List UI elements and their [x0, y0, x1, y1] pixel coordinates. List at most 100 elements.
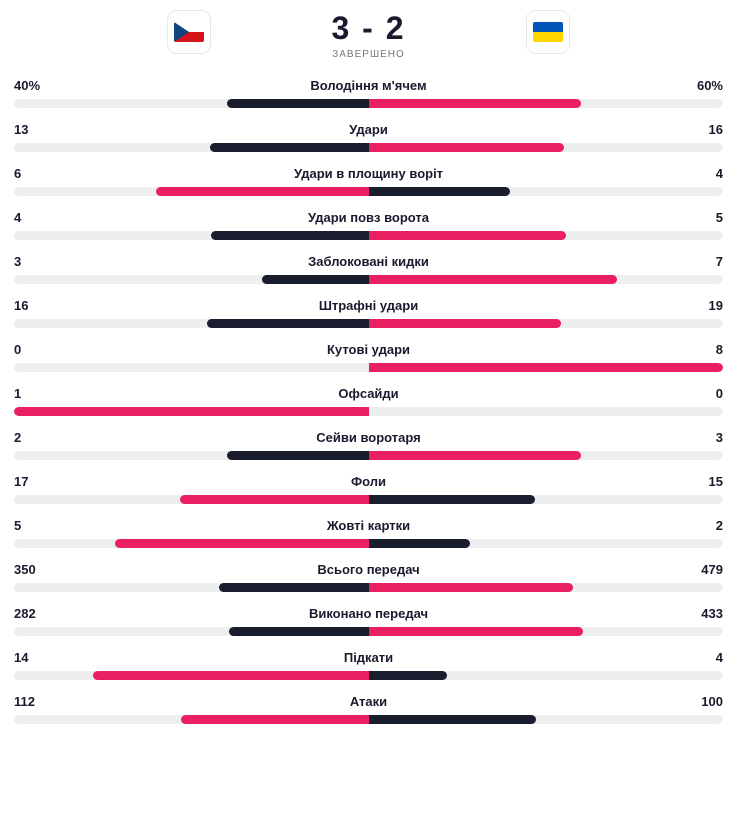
stat-values: 6 Удари в площину воріт 4	[14, 166, 723, 181]
stat-away-value: 4	[663, 650, 723, 665]
stat-away-value: 2	[663, 518, 723, 533]
stat-bar-home	[262, 275, 368, 284]
stat-home-value: 17	[14, 474, 74, 489]
stat-bar-track	[14, 407, 723, 416]
stat-bar-away	[369, 231, 566, 240]
stat-values: 0 Кутові удари 8	[14, 342, 723, 357]
stat-bar-home	[180, 495, 368, 504]
stat-away-value: 100	[663, 694, 723, 709]
home-flag-box	[167, 10, 211, 54]
stat-away-value: 4	[663, 166, 723, 181]
stat-label: Заблоковані кидки	[74, 254, 663, 269]
stat-away-value: 3	[663, 430, 723, 445]
stat-values: 3 Заблоковані кидки 7	[14, 254, 723, 269]
stat-away-value: 16	[663, 122, 723, 137]
stat-bar-away	[369, 715, 536, 724]
stat-bar-track	[14, 715, 723, 724]
stat-values: 350 Всього передач 479	[14, 562, 723, 577]
stat-row: 5 Жовті картки 2	[14, 518, 723, 548]
stat-values: 1 Офсайди 0	[14, 386, 723, 401]
stat-label: Сейви воротаря	[74, 430, 663, 445]
score: 3 - 2	[331, 10, 405, 47]
stat-bar-track	[14, 187, 723, 196]
stat-label: Атаки	[74, 694, 663, 709]
stat-bar-home	[14, 407, 369, 416]
stats-list: 40% Володіння м'ячем 60% 13 Удари 16	[14, 78, 723, 724]
stat-values: 282 Виконано передач 433	[14, 606, 723, 621]
stat-home-value: 2	[14, 430, 74, 445]
stat-bar-track	[14, 319, 723, 328]
stat-bar-away	[369, 451, 582, 460]
stat-bar-track	[14, 231, 723, 240]
stat-bar-track	[14, 275, 723, 284]
stat-home-value: 3	[14, 254, 74, 269]
stat-bar-home	[210, 143, 369, 152]
match-header: 3 - 2 ЗАВЕРШЕНО	[14, 10, 723, 60]
stat-row: 6 Удари в площину воріт 4	[14, 166, 723, 196]
stat-values: 40% Володіння м'ячем 60%	[14, 78, 723, 93]
stat-row: 112 Атаки 100	[14, 694, 723, 724]
stat-row: 13 Удари 16	[14, 122, 723, 152]
stat-row: 40% Володіння м'ячем 60%	[14, 78, 723, 108]
stat-home-value: 13	[14, 122, 74, 137]
stat-home-value: 112	[14, 694, 74, 709]
stat-away-value: 479	[663, 562, 723, 577]
stat-bar-away	[369, 143, 565, 152]
stat-label: Фоли	[74, 474, 663, 489]
stat-home-value: 282	[14, 606, 74, 621]
stat-values: 17 Фоли 15	[14, 474, 723, 489]
stat-row: 4 Удари повз ворота 5	[14, 210, 723, 240]
stat-label: Удари в площину воріт	[74, 166, 663, 181]
ukraine-flag-icon	[533, 22, 563, 42]
stat-bar-track	[14, 583, 723, 592]
stat-away-value: 5	[663, 210, 723, 225]
stat-home-value: 14	[14, 650, 74, 665]
stat-bar-away	[369, 187, 511, 196]
stat-row: 350 Всього передач 479	[14, 562, 723, 592]
stat-away-value: 433	[663, 606, 723, 621]
stat-values: 2 Сейви воротаря 3	[14, 430, 723, 445]
stat-bar-home	[227, 451, 369, 460]
stat-row: 282 Виконано передач 433	[14, 606, 723, 636]
stat-bar-away	[369, 583, 574, 592]
stat-bar-away	[369, 99, 582, 108]
stat-label: Удари	[74, 122, 663, 137]
stat-home-value: 4	[14, 210, 74, 225]
stat-values: 112 Атаки 100	[14, 694, 723, 709]
stat-away-value: 0	[663, 386, 723, 401]
match-status: ЗАВЕРШЕНО	[331, 49, 405, 60]
stat-bar-away	[369, 671, 448, 680]
stat-values: 5 Жовті картки 2	[14, 518, 723, 533]
stat-label: Всього передач	[74, 562, 663, 577]
stat-label: Підкати	[74, 650, 663, 665]
stat-label: Кутові удари	[74, 342, 663, 357]
stat-bar-track	[14, 671, 723, 680]
stat-away-value: 15	[663, 474, 723, 489]
away-flag-box	[526, 10, 570, 54]
stat-bar-track	[14, 99, 723, 108]
stat-bar-away	[369, 627, 584, 636]
stat-bar-home	[219, 583, 369, 592]
stat-values: 4 Удари повз ворота 5	[14, 210, 723, 225]
stat-bar-home	[207, 319, 369, 328]
stat-values: 14 Підкати 4	[14, 650, 723, 665]
stat-home-value: 350	[14, 562, 74, 577]
stat-label: Володіння м'ячем	[74, 78, 663, 93]
stat-home-value: 1	[14, 386, 74, 401]
stat-home-value: 6	[14, 166, 74, 181]
stat-row: 0 Кутові удари 8	[14, 342, 723, 372]
stat-values: 16 Штрафні удари 19	[14, 298, 723, 313]
stat-row: 14 Підкати 4	[14, 650, 723, 680]
stat-bar-away	[369, 319, 561, 328]
stat-row: 3 Заблоковані кидки 7	[14, 254, 723, 284]
stat-row: 1 Офсайди 0	[14, 386, 723, 416]
stat-bar-home	[227, 99, 369, 108]
stat-bar-track	[14, 451, 723, 460]
score-block: 3 - 2 ЗАВЕРШЕНО	[331, 10, 405, 60]
stat-row: 17 Фоли 15	[14, 474, 723, 504]
stat-bar-track	[14, 627, 723, 636]
stat-bar-home	[211, 231, 368, 240]
stat-away-value: 7	[663, 254, 723, 269]
stat-row: 16 Штрафні удари 19	[14, 298, 723, 328]
stat-bar-home	[229, 627, 369, 636]
